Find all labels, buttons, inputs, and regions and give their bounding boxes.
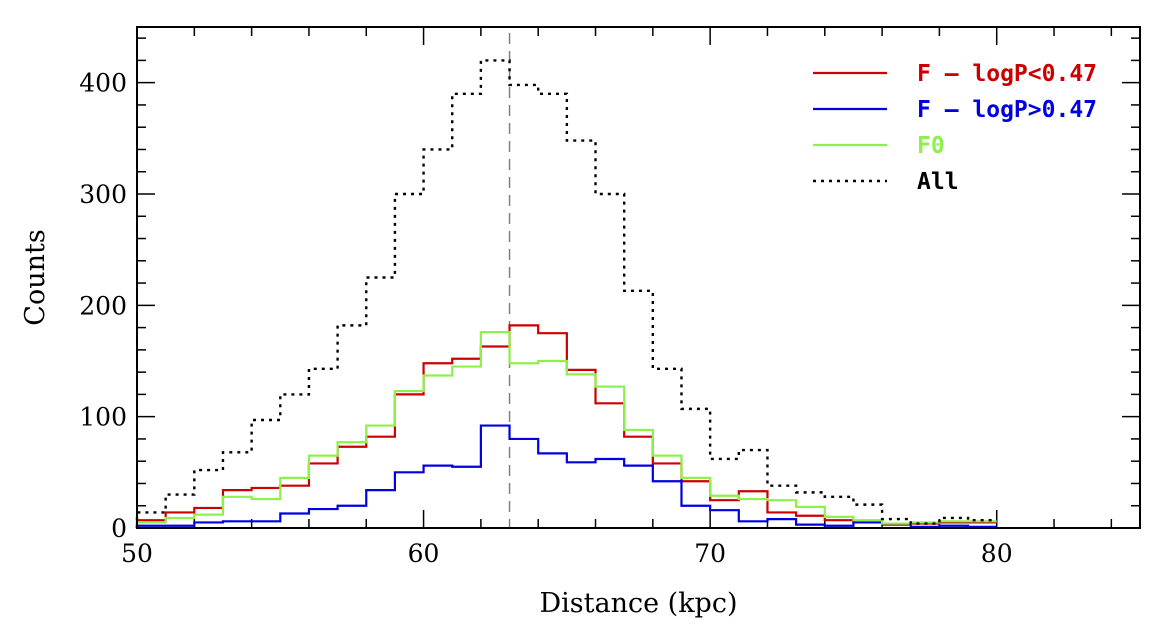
x-tick-label: 70: [694, 539, 726, 568]
y-axis-title: Counts: [20, 229, 51, 325]
y-tick-label: 100: [79, 403, 127, 432]
x-axis-title: Distance (kpc): [540, 588, 738, 619]
y-tick-label: 300: [79, 180, 127, 209]
y-tick-label: 0: [111, 514, 127, 543]
y-tick-label: 200: [79, 291, 127, 320]
x-tick-label: 80: [981, 539, 1013, 568]
plot-frame: [136, 26, 1141, 529]
series-line-f-logp-0-47: [135, 424, 997, 528]
legend-label: F0: [917, 133, 945, 159]
series-line-all: [135, 59, 997, 528]
legend-label: F – logP<0.47: [917, 61, 1097, 87]
legend-label: F – logP>0.47: [917, 97, 1097, 123]
x-tick-label: 50: [121, 539, 153, 568]
series-line-f-logp-0-47: [135, 324, 997, 528]
legend: F – logP<0.47 F – logP>0.47 F0 All: [813, 61, 1097, 195]
x-tick-label: 60: [408, 539, 440, 568]
y-tick-label: 400: [79, 69, 127, 98]
legend-label: All: [917, 169, 959, 195]
series-line-f0: [135, 330, 997, 528]
series-layer: [135, 33, 997, 528]
